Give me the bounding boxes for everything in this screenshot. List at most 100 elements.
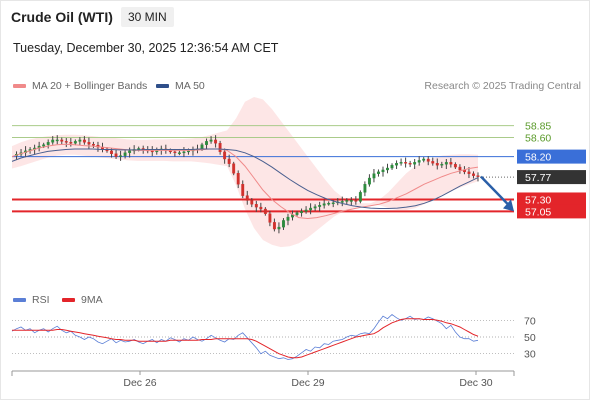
candle-body [404,162,408,164]
candle-body [69,142,73,144]
candle-body [440,164,444,166]
candle-body [73,141,77,144]
candle-body [444,162,448,165]
candle-body [399,162,403,164]
candle-body [435,163,439,166]
candle-body [42,144,46,147]
legend-rsi-ma: 9MA [62,294,103,306]
candle-body [458,166,462,171]
candle-body [209,139,213,142]
candle-body [467,171,471,174]
datetime-label: Tuesday, December 30, 2025 12:36:54 AM C… [13,41,279,55]
candle-body [250,200,254,205]
level-label-57.30: 57.30 [525,194,551,206]
candle-body [449,162,453,165]
x-tick-label: Dec 26 [123,377,156,389]
candle-body [268,213,272,223]
candle-body [272,222,276,230]
level-label-57.05: 57.05 [525,206,551,218]
ma50-line [11,148,479,209]
candle-body [390,164,394,169]
candle-body [241,184,245,196]
rsi-ma-swatch [62,298,75,302]
x-tick-label: Dec 29 [291,377,324,389]
timeframe-badge[interactable]: 30 MIN [121,7,174,27]
level-label-58.60: 58.60 [525,133,551,145]
candle-body [60,139,64,142]
projection-arrow-shaft [480,175,511,208]
candle-body [119,155,123,157]
candle-body [300,211,303,214]
ma20-swatch [13,84,26,88]
ma20-line [11,143,479,220]
candle-body [431,161,435,164]
candle-body [309,207,313,211]
rsi-tick-30: 30 [524,349,536,361]
x-tick-label: Dec 30 [459,377,492,389]
candle-body [110,150,113,154]
candle-body [286,216,290,221]
candle-body [78,139,82,142]
level-tag-57.77 [517,170,586,185]
candle-body [417,160,421,163]
candle-body [367,177,371,185]
candle-body [114,153,118,157]
instrument-title: Crude Oil (WTI) [11,9,113,25]
candle-body [372,173,376,179]
level-tag-57.05 [517,204,586,219]
candle-body [408,163,412,165]
rsi-series-9ma [12,318,479,359]
candle-body [453,164,457,168]
legend-rsi-ma-label: 9MA [81,294,103,306]
candle-body [363,184,367,193]
candle-body [413,162,417,165]
candle-body [259,206,263,210]
level-label-58.85: 58.85 [525,121,551,133]
candle-body [318,204,322,207]
legend-ma50: MA 50 [156,80,205,92]
bollinger-band [12,97,478,248]
candle-body [263,208,267,214]
candle-body [349,200,353,202]
candle-body [91,144,95,146]
legend-rsi: RSI [13,294,50,306]
candle-body [377,171,380,174]
candle-body [476,175,480,177]
legend-ma20-label: MA 20 + Bollinger Bands [32,80,148,92]
candle-body [395,163,399,166]
candle-body [187,150,190,153]
candle-body [46,142,50,145]
candle-body [200,144,204,150]
candle-body [223,151,227,160]
candle-body [345,200,349,202]
candle-body [331,202,335,205]
candle-body [128,150,132,153]
rsi-swatch [13,298,26,302]
projection-arrow-head [503,199,514,212]
rsi-tick-70: 70 [524,315,536,327]
candle-body [55,139,59,142]
candle-body [205,141,208,145]
candle-body [313,206,317,209]
legend-rsi-label: RSI [32,294,50,306]
candle-body [422,158,426,161]
rsi-tick-50: 50 [524,332,536,344]
candle-body [295,212,299,215]
candle-body [245,195,249,201]
candle-body [282,220,285,228]
candle-body [51,139,55,143]
candle-body [304,209,308,212]
candle-body [182,151,186,154]
candle-body [150,150,154,153]
candle-body [64,141,68,143]
candle-body [358,192,362,202]
candle-body [354,200,358,202]
level-label-57.77: 57.77 [525,172,551,184]
candle-body [177,152,181,154]
candle-body [327,203,331,205]
candle-body [340,201,344,203]
level-tag-58.20 [517,149,586,164]
legend-ma20: MA 20 + Bollinger Bands [13,80,147,92]
candle-body [218,143,222,153]
